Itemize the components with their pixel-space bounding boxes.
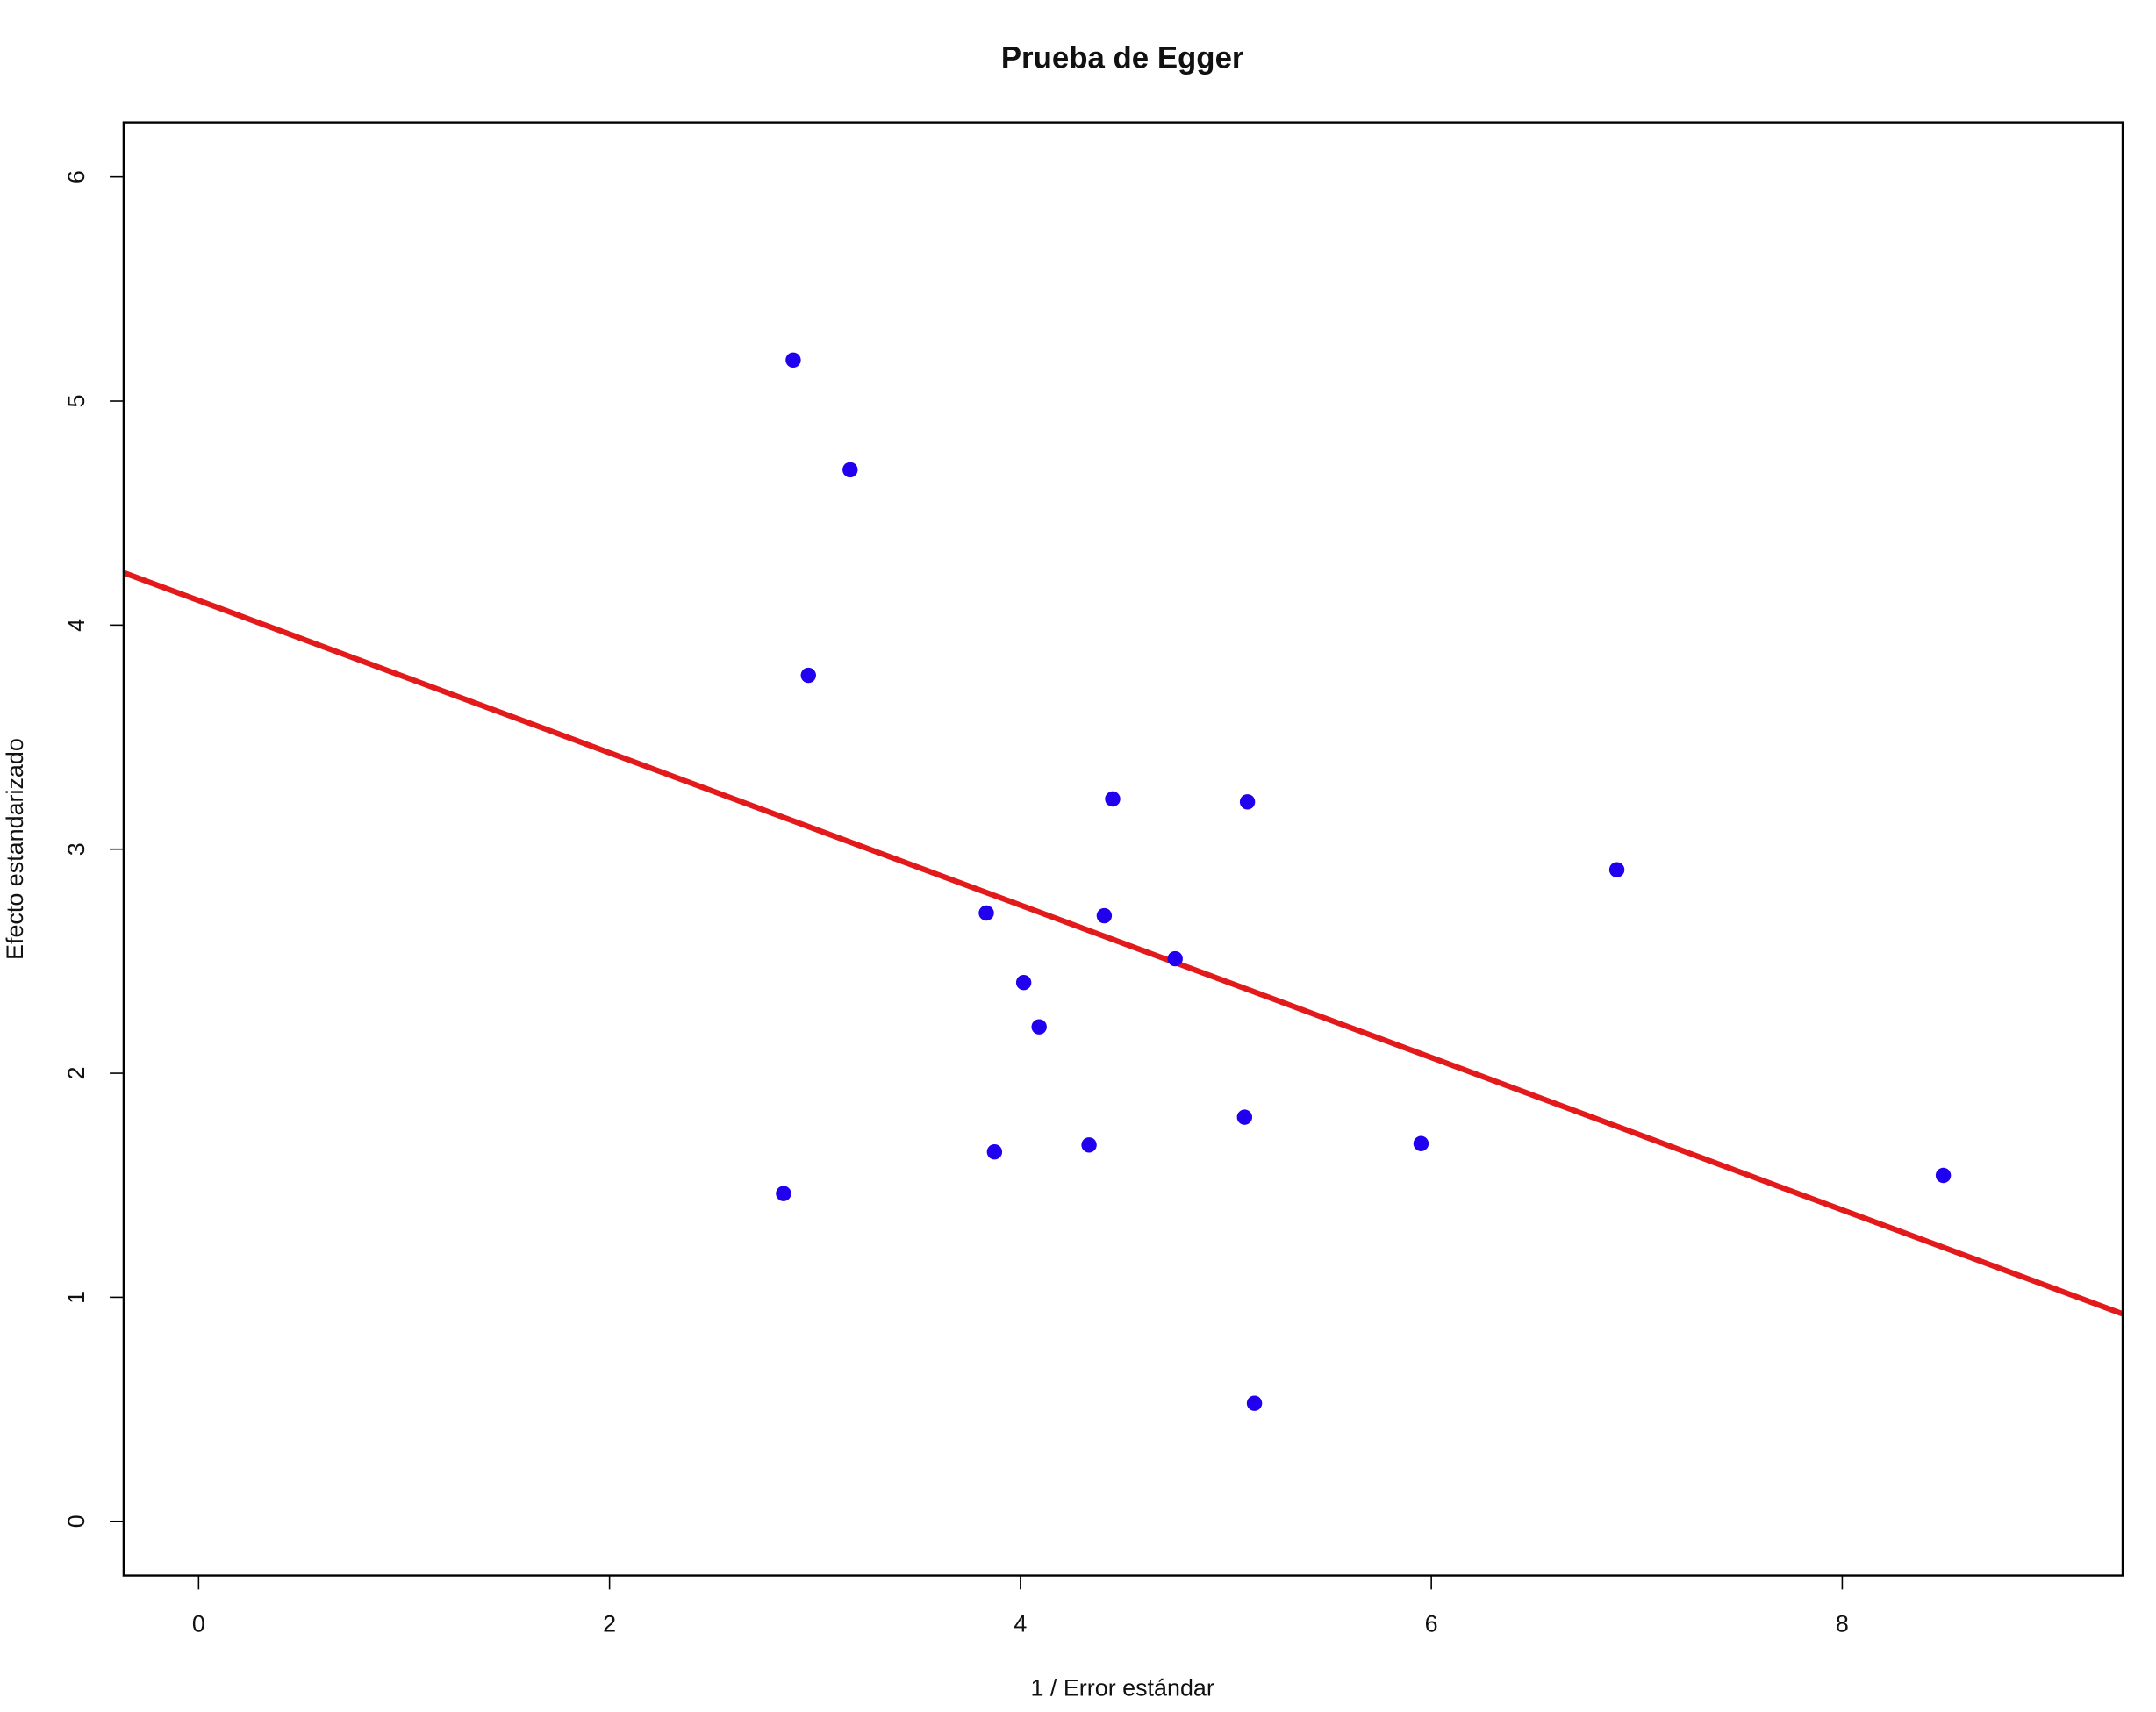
y-tick-label: 4	[63, 619, 90, 632]
chart-title: Prueba de Egger	[1001, 41, 1244, 75]
regression-line	[123, 569, 2124, 1317]
point	[1608, 862, 1625, 877]
x-tick-label: 8	[1836, 1611, 1849, 1637]
y-tick-label: 5	[63, 395, 90, 408]
y-tick-label: 2	[63, 1067, 90, 1080]
point	[1246, 1395, 1263, 1411]
point	[986, 1143, 1003, 1160]
point	[785, 352, 801, 368]
x-tick-label: 0	[192, 1611, 205, 1637]
y-tick-label: 1	[63, 1291, 90, 1304]
point	[1081, 1137, 1097, 1153]
point	[1015, 974, 1032, 991]
point	[1031, 1019, 1047, 1035]
y-tick-label: 0	[63, 1515, 90, 1528]
point	[1167, 950, 1183, 967]
y-axis-label: Efecto estandarizado	[2, 738, 28, 960]
y-tick-label: 3	[63, 842, 90, 856]
point	[800, 667, 816, 684]
plot-frame	[122, 121, 2124, 1577]
point	[1413, 1135, 1429, 1151]
x-tick-label: 6	[1425, 1611, 1438, 1637]
x-tick-label: 4	[1014, 1611, 1027, 1637]
x-axis-label: 1 / Error estándar	[1030, 1674, 1214, 1701]
point	[842, 462, 858, 478]
point	[1935, 1167, 1952, 1184]
point	[1105, 791, 1121, 807]
point	[1096, 907, 1113, 924]
y-tick-label: 6	[63, 170, 90, 183]
point	[978, 905, 994, 921]
plot-area	[123, 352, 2124, 1411]
point	[1239, 794, 1256, 810]
point	[776, 1186, 791, 1201]
x-tick-label: 2	[603, 1611, 616, 1637]
point	[1236, 1109, 1253, 1125]
